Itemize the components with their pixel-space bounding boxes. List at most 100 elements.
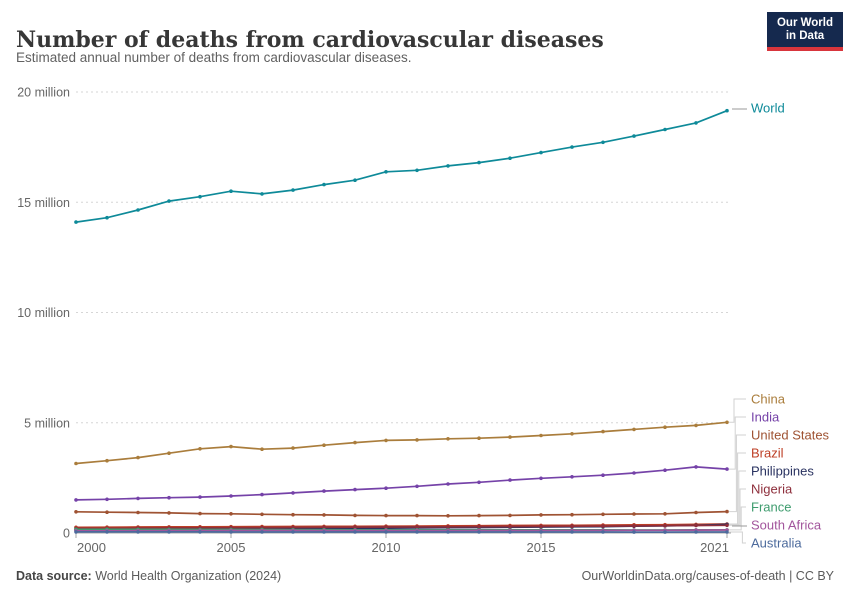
legend-label-united-states[interactable]: United States (751, 428, 830, 443)
data-point (508, 156, 512, 160)
data-point (74, 220, 78, 224)
data-point (353, 178, 357, 182)
data-point (446, 530, 450, 534)
data-point (322, 182, 326, 187)
series-line-india[interactable] (74, 465, 729, 502)
data-point (570, 145, 574, 149)
legend-label-india[interactable]: India (751, 410, 780, 425)
data-point (663, 512, 667, 516)
series-path (76, 529, 728, 532)
data-point (632, 427, 636, 432)
data-point (384, 513, 388, 518)
data-point (74, 510, 78, 514)
data-point (477, 524, 481, 529)
legend-label-france[interactable]: France (751, 500, 791, 515)
data-point (353, 525, 357, 529)
data-point (539, 513, 543, 517)
data-point (570, 475, 574, 479)
data-point (446, 514, 450, 518)
data-point (136, 496, 140, 501)
data-point (384, 438, 388, 443)
data-point (446, 482, 450, 486)
data-point (353, 530, 357, 534)
owid-logo-line1: Our World (776, 17, 833, 29)
data-point (415, 168, 419, 173)
data-point (632, 524, 636, 528)
data-point (384, 525, 388, 529)
x-axis-label: 2000 (77, 540, 106, 555)
data-point (105, 530, 109, 534)
series-line-united-states[interactable] (74, 509, 729, 518)
series-path (75, 466, 728, 501)
y-axis-label: 0 (63, 527, 70, 541)
data-point (725, 509, 729, 514)
series-path (75, 524, 728, 530)
data-point (322, 530, 326, 534)
series-line-world[interactable] (74, 108, 729, 224)
data-point (198, 511, 202, 516)
data-point (663, 425, 667, 430)
data-point (663, 468, 667, 473)
legend-label-philippines[interactable]: Philippines (751, 464, 814, 479)
data-point (539, 433, 543, 438)
data-point (415, 530, 419, 534)
data-point (477, 513, 481, 518)
legend-label-australia[interactable]: Australia (751, 536, 802, 551)
data-point (291, 446, 295, 450)
legend-label-china[interactable]: China (751, 392, 786, 407)
credit-link[interactable]: OurWorldinData.org/causes-of-death | CC … (581, 569, 834, 583)
series-line-china[interactable] (74, 420, 729, 466)
data-point (260, 512, 264, 517)
data-point (601, 140, 605, 145)
data-point (663, 530, 667, 534)
data-source-text: World Health Organization (2024) (91, 569, 282, 583)
legend-label-nigeria[interactable]: Nigeria (751, 482, 793, 497)
data-point (539, 524, 543, 529)
data-point (508, 524, 512, 529)
data-point (570, 512, 574, 517)
data-point (539, 150, 543, 155)
data-point (446, 525, 450, 529)
data-point (508, 513, 512, 518)
data-point (353, 513, 357, 518)
owid-logo[interactable]: Our World in Data (767, 12, 843, 51)
legend-label-south-africa[interactable]: South Africa (751, 518, 822, 533)
data-point (291, 530, 295, 534)
legend-connector (729, 488, 746, 526)
data-point (415, 513, 419, 518)
data-point (601, 512, 605, 517)
data-point (725, 530, 729, 534)
series-line-australia[interactable] (74, 530, 729, 534)
data-point (322, 443, 326, 448)
data-point (291, 491, 295, 495)
data-point (632, 530, 636, 534)
data-point (74, 461, 78, 466)
data-point (725, 420, 729, 425)
y-axis-label: 10 million (17, 306, 70, 320)
x-axis-label: 2005 (217, 540, 246, 555)
data-point (105, 510, 109, 514)
x-axis-label: 2010 (372, 540, 401, 555)
data-point (477, 436, 481, 441)
x-axis-label: 2021 (700, 540, 729, 555)
data-point (229, 189, 233, 193)
data-point (229, 494, 233, 498)
data-point (322, 513, 326, 517)
data-point (353, 487, 357, 492)
data-point (167, 495, 171, 500)
data-point (601, 429, 605, 434)
chart-footer: Data source: World Health Organization (… (16, 569, 834, 583)
legend-label-brazil[interactable]: Brazil (751, 446, 784, 461)
data-point (229, 444, 233, 449)
data-point (632, 471, 636, 475)
data-point (384, 170, 388, 174)
data-point (415, 438, 419, 442)
data-point (570, 432, 574, 436)
x-axis-label: 2015 (527, 540, 556, 555)
data-point (694, 465, 698, 469)
data-point (601, 473, 605, 478)
data-point (694, 423, 698, 428)
legend-label-world[interactable]: World (751, 101, 785, 116)
data-point (167, 530, 171, 534)
data-point (477, 530, 481, 534)
